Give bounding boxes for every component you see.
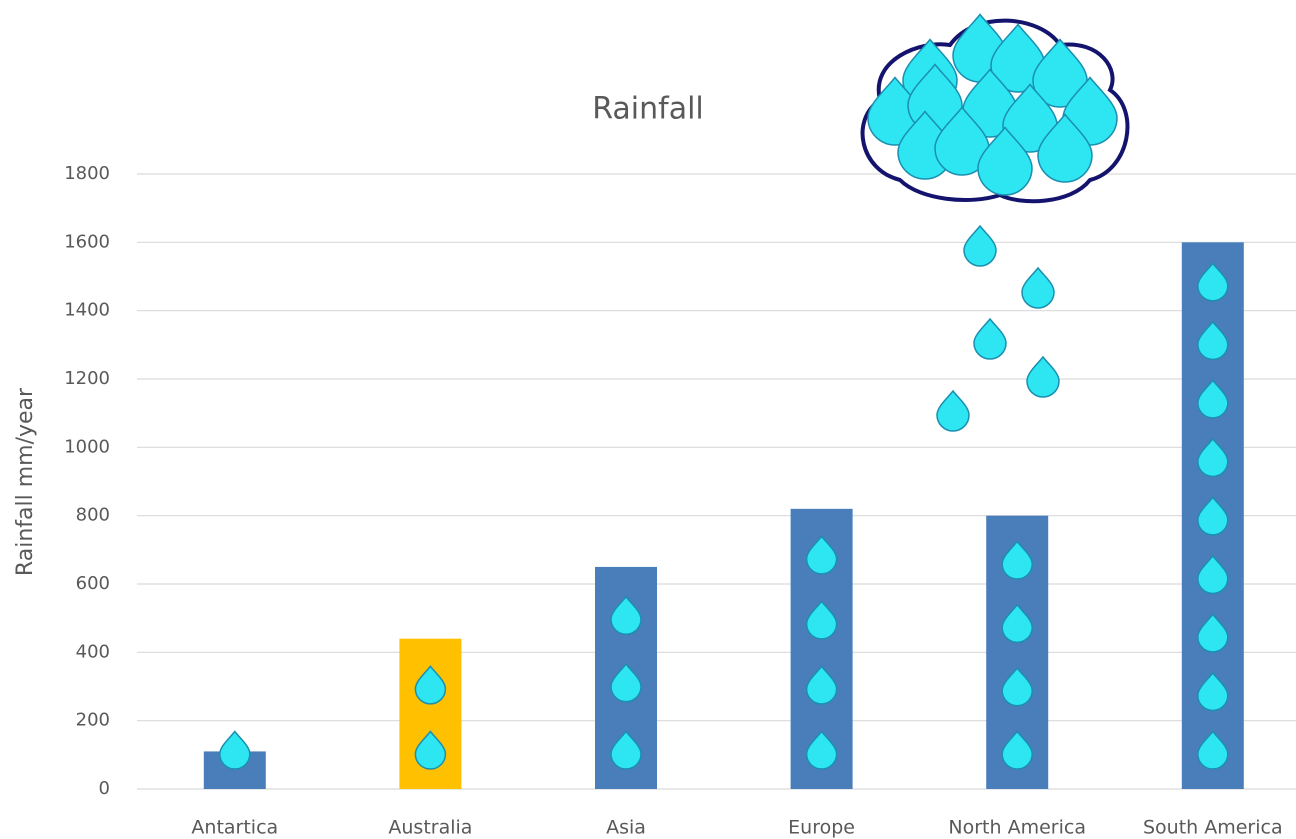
raindrop <box>805 730 838 770</box>
raindrop <box>1021 266 1055 309</box>
raindrop <box>990 23 1046 93</box>
raindrop <box>414 730 447 770</box>
y-tick-label: 1200 <box>64 368 110 389</box>
raindrop <box>936 389 970 432</box>
x-tick-label: Antartica <box>191 817 278 839</box>
y-tick-label: 1800 <box>64 163 110 184</box>
raindrop <box>1001 730 1033 770</box>
raindrop <box>805 600 838 640</box>
raindrop <box>610 730 642 770</box>
x-tick-label: North America <box>948 817 1086 839</box>
raindrop <box>1197 671 1229 712</box>
y-tick-label: 200 <box>76 710 110 731</box>
raindrop <box>1001 603 1033 644</box>
raindrop <box>1001 666 1033 707</box>
raindrop <box>414 665 447 705</box>
x-tick-label: Europe <box>788 817 855 839</box>
x-tick-label: Asia <box>606 817 646 839</box>
decoration <box>860 13 1130 432</box>
raindrop <box>1197 262 1229 302</box>
raindrop <box>1197 437 1229 478</box>
x-tick-label: South America <box>1143 817 1283 839</box>
raindrop <box>1001 540 1033 580</box>
raindrop <box>1037 113 1093 183</box>
grid <box>137 173 1296 790</box>
raindrop <box>1032 38 1088 108</box>
raindrop <box>610 662 642 703</box>
raindrop <box>963 224 997 267</box>
y-tick-label: 400 <box>76 641 110 662</box>
raindrop <box>805 665 838 705</box>
raindrop <box>973 317 1007 360</box>
y-axis-title: Rainfall mm/year <box>13 387 38 576</box>
raindrop <box>1026 355 1060 398</box>
y-tick-label: 800 <box>76 505 110 526</box>
y-tick-label: 1000 <box>64 436 110 457</box>
y-tick-label: 0 <box>99 778 110 799</box>
raindrop <box>934 106 990 176</box>
raindrop <box>610 595 642 635</box>
raindrop <box>1197 496 1229 536</box>
raindrop <box>1197 613 1229 653</box>
raindrop <box>1197 554 1229 595</box>
raindrop <box>1002 83 1058 153</box>
raindrop <box>1197 320 1229 361</box>
raindrop <box>1197 379 1229 419</box>
raindrop <box>1197 730 1229 770</box>
y-tick-label: 600 <box>76 573 110 594</box>
raindrop <box>805 535 838 575</box>
x-tick-label: Australia <box>388 817 472 839</box>
y-tick-label: 1600 <box>64 231 110 252</box>
raindrop <box>977 126 1033 196</box>
y-tick-label: 1400 <box>64 300 110 321</box>
raindrop <box>219 730 251 770</box>
chart-title: Rainfall <box>592 92 704 127</box>
bars <box>203 242 1244 790</box>
